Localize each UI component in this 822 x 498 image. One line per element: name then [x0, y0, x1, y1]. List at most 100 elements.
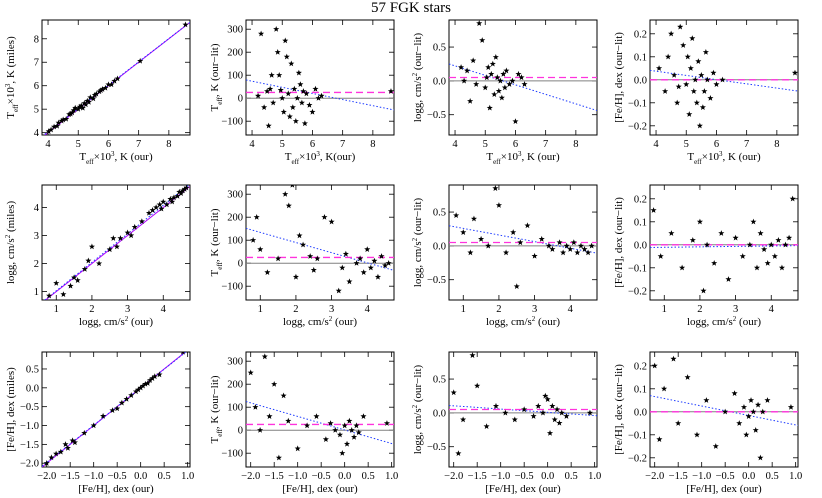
data-point	[90, 422, 97, 429]
data-point	[275, 454, 282, 461]
data-point	[253, 214, 260, 220]
data-point	[182, 21, 189, 28]
y-tick-label: −0.1	[628, 430, 647, 441]
data-point	[312, 85, 319, 92]
y-axis-label: [Fe/H], dex (our−lit)	[613, 197, 625, 288]
y-tick-label: 100	[227, 71, 243, 82]
data-point	[360, 413, 367, 419]
data-point	[48, 126, 55, 133]
data-point	[791, 69, 798, 76]
y-axis-label: logg, cm/s2 (our−lit)	[411, 197, 424, 287]
x-tick-label: 2	[496, 304, 501, 315]
data-point	[105, 81, 112, 88]
data-point	[671, 72, 678, 78]
x-tick-label: 8	[370, 139, 375, 150]
data-point	[62, 441, 69, 447]
x-tick-label: 0.0	[742, 471, 755, 482]
data-point	[662, 88, 669, 94]
panel-r2c3: −2.0 −1.5 −1.0 −0.5 0.0 0.5 1.0 0.2 0.1 0.0 −0.1 −0…	[613, 351, 802, 495]
x-tick-label: 8	[573, 139, 578, 150]
data-point	[96, 260, 103, 267]
data-point	[131, 223, 138, 230]
data-point	[736, 420, 743, 426]
data-point	[764, 260, 771, 266]
fit-line	[246, 227, 394, 271]
data-point	[111, 77, 118, 84]
y-tick-label: 300	[227, 357, 243, 368]
x-tick-label: 6	[106, 139, 111, 150]
data-point	[290, 185, 295, 188]
y-axis-label: [Fe/H], dex (our−lit)	[613, 364, 625, 455]
data-point	[58, 117, 65, 124]
data-point	[570, 239, 577, 246]
data-point	[85, 257, 92, 264]
data-point	[163, 201, 170, 208]
data-point	[97, 87, 104, 93]
panel-r0c2: 4 5 6 7 8 0.5 0.0 −0.5 Teff×103, K (our) logg, cm…	[411, 19, 598, 166]
data-point	[364, 246, 371, 252]
data-point	[696, 218, 703, 225]
data-point	[114, 75, 121, 82]
data-point	[102, 84, 109, 91]
y-tick-label: 5	[34, 105, 39, 116]
data-point	[718, 230, 725, 236]
x-axis-label: Teff×103, K (our)	[79, 150, 153, 166]
data-point	[474, 382, 481, 389]
x-tick-label: 1.0	[385, 471, 398, 482]
data-point	[355, 429, 362, 436]
data-point	[473, 81, 480, 87]
data-point	[169, 198, 176, 205]
data-point	[542, 392, 549, 399]
data-point	[170, 194, 177, 201]
fit-line	[246, 79, 394, 111]
data-point	[787, 404, 794, 410]
data-point	[261, 104, 268, 110]
data-point	[486, 104, 493, 111]
y-axis-label: Teff, K (our−lit)	[209, 43, 224, 111]
data-point	[181, 186, 188, 192]
data-point	[495, 202, 502, 208]
data-point	[511, 416, 518, 423]
data-point	[771, 253, 778, 259]
data-point	[378, 253, 385, 259]
data-point	[279, 95, 286, 101]
x-tick-label: 4	[653, 139, 659, 150]
y-tick-label: 1	[34, 287, 39, 298]
data-point	[545, 242, 552, 249]
data-point	[680, 42, 687, 48]
data-point	[76, 103, 83, 110]
y-tick-label: 200	[227, 213, 243, 224]
y-tick-label: −0.5	[427, 110, 446, 121]
data-point	[96, 88, 103, 95]
x-tick-label: −1.5	[61, 471, 80, 482]
data-point	[109, 407, 116, 414]
x-tick-label: 4	[769, 304, 775, 315]
data-point	[478, 235, 485, 242]
fit-line	[650, 69, 798, 92]
data-point	[81, 429, 88, 436]
data-point	[745, 413, 752, 419]
x-tick-label: 0.5	[766, 471, 779, 482]
y-tick-label: −100	[221, 282, 243, 293]
data-point	[464, 67, 471, 74]
data-point	[503, 249, 510, 256]
data-point	[782, 241, 789, 248]
y-tick-label: −0.5	[20, 402, 39, 413]
data-point	[755, 401, 762, 408]
x-tick-label: −0.5	[716, 471, 735, 482]
data-point	[156, 201, 163, 208]
data-point	[670, 355, 677, 362]
data-point	[509, 77, 516, 84]
data-point	[556, 419, 563, 426]
data-point	[498, 94, 505, 101]
data-point	[479, 37, 486, 43]
y-tick-label: 0.0	[433, 408, 446, 419]
y-axis-label: logg, cm/s2 (our−lit)	[411, 364, 424, 454]
data-point	[181, 352, 185, 355]
x-tick-label: 8	[774, 139, 779, 150]
data-point	[78, 102, 85, 109]
data-point	[482, 84, 489, 91]
data-point	[677, 23, 684, 30]
data-point	[137, 57, 144, 64]
data-point	[656, 436, 663, 442]
